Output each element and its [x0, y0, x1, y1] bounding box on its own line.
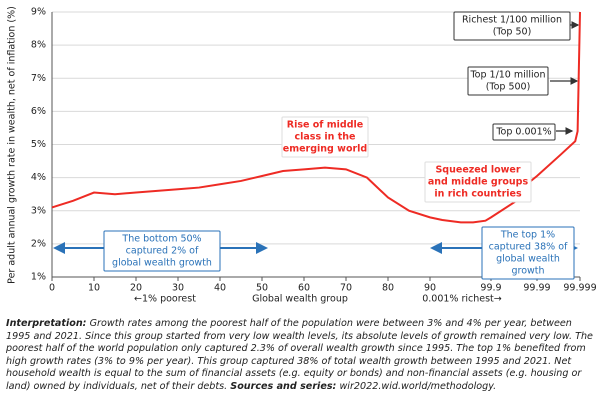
- annotation-text: emerging world: [283, 144, 367, 155]
- annotation-text: captured 38% of: [489, 242, 568, 253]
- x-tick-label: 50: [256, 283, 268, 294]
- x-tick-label: 60: [298, 283, 310, 294]
- x-tick-label: 99.99: [523, 283, 550, 294]
- annotation-box: [281, 116, 369, 158]
- annotation-text: Top 0.001%: [495, 127, 551, 138]
- x-tick-label: 10: [88, 283, 100, 294]
- annotation-text: and middle groups: [428, 177, 529, 188]
- y-tick-label: 2%: [31, 238, 46, 249]
- annotation-box: [481, 226, 575, 280]
- y-axis-label: Per adult annual growth rate in wealth, …: [7, 6, 18, 284]
- annotation-text: Squeezed lower: [435, 165, 520, 176]
- x-tick-label: 30: [172, 283, 184, 294]
- annotation-text: class in the: [295, 132, 356, 143]
- annotation-text: Rise of middle: [287, 120, 363, 131]
- y-tick-label: 8%: [31, 40, 46, 51]
- y-tick-label: 1%: [31, 272, 46, 283]
- x-tick-label: 99.999: [563, 283, 596, 294]
- x-axis-label: Global wealth group: [252, 294, 348, 305]
- x-tick-label: 90: [424, 283, 436, 294]
- annotation-text: (Top 50): [493, 27, 532, 38]
- sources-text: wir2022.wid.world/methodology.: [339, 380, 497, 392]
- x-tick-label: 20: [130, 283, 142, 294]
- annotation-box: [103, 230, 221, 272]
- annotation-text: Top 1/10 million: [469, 70, 545, 81]
- x-tick-label: 0: [49, 283, 55, 294]
- annotation-text: global wealth: [496, 254, 560, 265]
- annotation-text: growth: [511, 266, 544, 277]
- annotation-text: global wealth growth: [112, 258, 212, 269]
- note-label: Interpretation:: [6, 318, 87, 329]
- y-tick-label: 9%: [31, 7, 46, 18]
- annotation-text: in rich countries: [434, 189, 522, 200]
- y-tick-label: 7%: [31, 73, 46, 84]
- note: Interpretation: Growth rates among the p…: [6, 318, 596, 394]
- annotation-box: [492, 123, 556, 141]
- x-tick-label: 80: [382, 283, 394, 294]
- annotation-box: [453, 11, 571, 41]
- sources-label: Sources and series:: [230, 380, 337, 392]
- annotation-text: Richest 1/100 million: [462, 15, 562, 26]
- x-tick-label: 70: [340, 283, 352, 294]
- x-right-label: 0.001% richest→: [422, 294, 502, 305]
- annotation-text: (Top 500): [486, 82, 531, 93]
- y-tick-label: 6%: [31, 106, 46, 117]
- y-tick-label: 3%: [31, 205, 46, 216]
- y-tick-label: 4%: [31, 172, 46, 183]
- annotation-box: [467, 66, 549, 96]
- annotation-text: The bottom 50%: [121, 234, 201, 245]
- y-tick-label: 5%: [31, 139, 46, 150]
- note-text: Growth rates among the poorest half of t…: [6, 318, 593, 392]
- x-tick-label: 99.9: [480, 283, 501, 294]
- annotation-box: [424, 161, 532, 203]
- x-tick-label: 40: [214, 283, 226, 294]
- annotation-text: The top 1%: [500, 230, 555, 241]
- annotation-text: captured 2% of: [126, 246, 199, 257]
- x-left-label: ←1% poorest: [134, 294, 196, 305]
- chart: 1% 2% 3% 4% 5% 6% 7% 8% 9% 0 10 20 30 40 50 60 70 80 90 99.…: [7, 6, 597, 305]
